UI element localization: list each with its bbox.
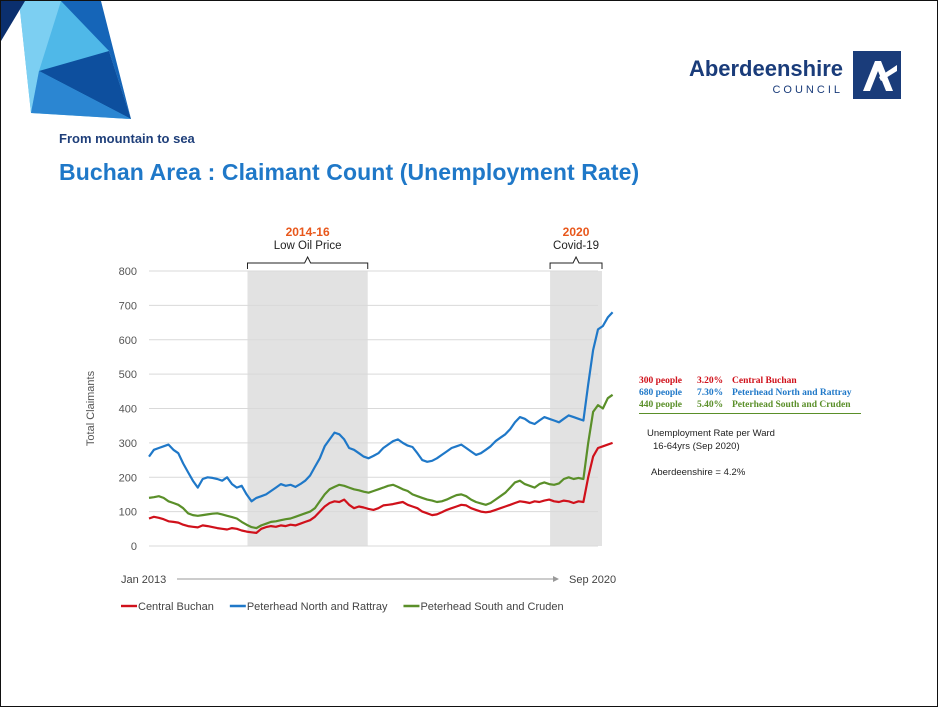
annotation-year-0: 2014-16 xyxy=(286,225,330,239)
y-tick-label-100: 100 xyxy=(119,507,137,519)
rate-subtitle: 16-64yrs (Sep 2020) xyxy=(653,441,740,452)
aberdeenshire-rate: Aberdeenshire = 4.2% xyxy=(651,467,746,478)
slide-title: Buchan Area : Claimant Count (Unemployme… xyxy=(59,159,640,185)
y-tick-label-200: 200 xyxy=(119,472,137,484)
logo-sub-text: COUNCIL xyxy=(772,84,843,96)
logo-main-text: Aberdeenshire xyxy=(688,56,843,81)
legend-label-2: Peterhead South and Cruden xyxy=(420,601,563,613)
y-tick-label-300: 300 xyxy=(119,438,137,450)
ward-rate: 7.30% xyxy=(697,388,724,398)
ward-rate: 3.20% xyxy=(697,376,724,386)
x-end-label: Sep 2020 xyxy=(569,574,616,586)
ward-row: 300 people 3.20% Central Buchan xyxy=(639,376,797,386)
annotation-label-0: Low Oil Price xyxy=(274,240,342,252)
x-range-arrowhead xyxy=(553,576,559,582)
ward-people: 440 people xyxy=(639,400,683,410)
y-tick-label-800: 800 xyxy=(119,266,137,278)
ward-name: Central Buchan xyxy=(732,376,797,386)
annotation-label-1: Covid-19 xyxy=(553,240,599,252)
rate-title: Unemployment Rate per Ward xyxy=(647,428,775,439)
council-logo-icon xyxy=(853,51,901,99)
y-tick-label-700: 700 xyxy=(119,300,137,312)
ward-rate: 5.40% xyxy=(697,400,724,410)
y-tick-label-400: 400 xyxy=(119,404,137,416)
annotation-brace-1 xyxy=(549,255,603,269)
ward-people: 680 people xyxy=(639,388,683,398)
series-line-0 xyxy=(148,441,613,535)
series-line-1 xyxy=(148,311,614,503)
y-tick-label-600: 600 xyxy=(119,335,137,347)
council-logo-text: Aberdeenshire COUNCIL xyxy=(671,56,843,97)
x-start-label: Jan 2013 xyxy=(121,574,166,586)
tagline: From mountain to sea xyxy=(59,131,195,146)
y-tick-label-0: 0 xyxy=(131,541,137,553)
series-line-2 xyxy=(148,393,614,530)
legend-label-1: Peterhead North and Rattray xyxy=(247,601,388,613)
legend-label-0: Central Buchan xyxy=(138,601,214,613)
ward-name: Peterhead South and Cruden xyxy=(732,400,851,410)
ward-name: Peterhead North and Rattray xyxy=(732,388,852,398)
y-axis-label: Total Claimants xyxy=(85,370,97,446)
ward-row: 440 people 5.40% Peterhead South and Crude… xyxy=(639,400,851,410)
annotation-brace-0 xyxy=(246,255,369,269)
y-tick-label-500: 500 xyxy=(119,369,137,381)
ward-underline xyxy=(639,413,861,414)
annotation-year-1: 2020 xyxy=(563,225,590,239)
ward-people: 300 people xyxy=(639,376,683,386)
corner-decoration xyxy=(1,1,131,119)
ward-row: 680 people 7.30% Peterhead North and Rattr… xyxy=(639,388,852,398)
